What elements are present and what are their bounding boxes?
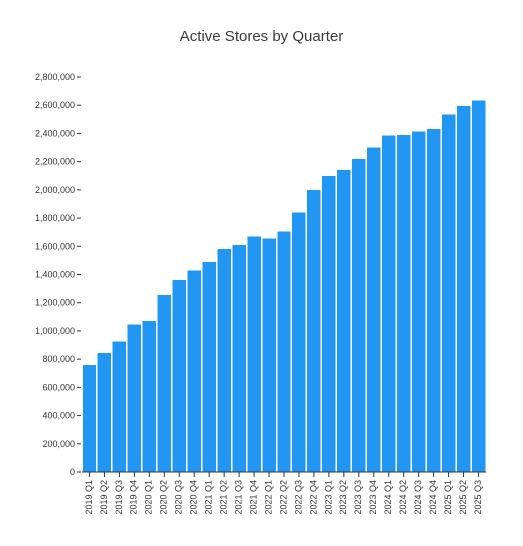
bar-2019-q4 bbox=[127, 324, 142, 472]
x-tick-label: 2019 Q3 bbox=[114, 480, 124, 515]
bar-2020-q1 bbox=[142, 321, 157, 472]
x-tick-label: 2023 Q1 bbox=[323, 480, 333, 515]
x-tick-label: 2022 Q1 bbox=[263, 480, 273, 515]
x-tick-label: 2023 Q3 bbox=[353, 480, 363, 515]
bar-2021-q1 bbox=[202, 261, 216, 472]
x-tick-label: 2021 Q3 bbox=[233, 480, 243, 515]
x-axis: 2019 Q1 2019 Q2 2019 Q3 2019 Q4 2020 Q1 2020 … bbox=[82, 471, 486, 515]
bar-2024-q4 bbox=[426, 129, 441, 473]
bar-2020-q2 bbox=[157, 294, 172, 472]
y-tick-label: 400,000 bbox=[42, 411, 75, 421]
x-tick-label: 2025 Q3 bbox=[473, 480, 483, 515]
chart-title: Active Stores by Quarter bbox=[179, 28, 344, 45]
x-tick-label: 2025 Q1 bbox=[443, 480, 453, 515]
x-tick-label: 2021 Q1 bbox=[204, 480, 214, 515]
y-tick-label: 2,200,000 bbox=[35, 157, 75, 167]
bar-2022-q2 bbox=[277, 231, 291, 472]
bar-2022-q3 bbox=[292, 212, 306, 472]
y-axis: 0 200,000 400,000 600,000 800,000 1,000,000 1,… bbox=[35, 72, 81, 477]
y-tick-label: 600,000 bbox=[42, 382, 75, 392]
x-tick-label: 2022 Q2 bbox=[278, 480, 288, 515]
bar-2023-q3 bbox=[352, 158, 366, 473]
bar-2019-q3 bbox=[112, 341, 127, 472]
bar-2025-q1 bbox=[441, 114, 456, 473]
y-tick-label: 2,400,000 bbox=[35, 128, 75, 138]
x-tick-label: 2024 Q1 bbox=[383, 480, 393, 515]
x-tick-label: 2023 Q4 bbox=[368, 480, 378, 515]
y-tick-label: 1,400,000 bbox=[35, 270, 75, 280]
bar-2022-q1 bbox=[262, 238, 276, 472]
bar-2021-q3 bbox=[232, 244, 246, 472]
bar-2023-q1 bbox=[322, 175, 336, 472]
y-tick-label: 800,000 bbox=[42, 354, 75, 364]
x-tick-label: 2020 Q2 bbox=[159, 480, 169, 515]
y-tick-label: 1,000,000 bbox=[35, 326, 75, 336]
bar-2024-q1 bbox=[382, 135, 396, 472]
bar-2025-q2 bbox=[456, 105, 471, 472]
bar-2022-q4 bbox=[307, 189, 321, 472]
bar-2019-q2 bbox=[97, 352, 112, 472]
y-tick-label: 2,000,000 bbox=[35, 185, 75, 195]
bar-2024-q3 bbox=[411, 131, 426, 472]
bar-2023-q2 bbox=[337, 170, 351, 472]
x-tick-label: 2022 Q3 bbox=[293, 480, 303, 515]
x-tick-label: 2020 Q4 bbox=[189, 480, 199, 515]
x-tick-label: 2021 Q4 bbox=[248, 480, 258, 515]
y-tick-label: 2,600,000 bbox=[35, 100, 75, 110]
x-tick-label: 2022 Q4 bbox=[308, 480, 318, 515]
x-tick-label: 2024 Q4 bbox=[428, 480, 438, 515]
bar-2019-q1 bbox=[82, 364, 97, 472]
x-tick-label: 2019 Q1 bbox=[84, 480, 94, 515]
x-tick-label: 2023 Q2 bbox=[338, 480, 348, 515]
bar-2020-q4 bbox=[187, 270, 201, 472]
x-tick-label: 2019 Q2 bbox=[99, 480, 109, 515]
bar-2025-q3 bbox=[471, 100, 486, 472]
bar-2023-q4 bbox=[367, 147, 381, 473]
x-tick-label: 2025 Q2 bbox=[458, 480, 468, 515]
bar-2024-q2 bbox=[396, 134, 411, 472]
y-tick-label: 0 bbox=[70, 467, 75, 477]
y-tick-label: 1,600,000 bbox=[35, 241, 75, 251]
y-tick-label: 1,800,000 bbox=[35, 213, 75, 223]
x-tick-label: 2024 Q3 bbox=[413, 480, 423, 515]
x-tick-label: 2020 Q1 bbox=[144, 480, 154, 515]
y-tick-label: 200,000 bbox=[42, 439, 75, 449]
bar-2021-q4 bbox=[247, 236, 261, 472]
y-tick-label: 1,200,000 bbox=[35, 298, 75, 308]
bar-2021-q2 bbox=[217, 249, 231, 472]
y-tick-label: 2,800,000 bbox=[35, 72, 75, 82]
bar-2020-q3 bbox=[172, 280, 186, 472]
x-tick-label: 2019 Q4 bbox=[129, 480, 139, 515]
x-tick-label: 2024 Q2 bbox=[398, 480, 408, 515]
x-tick-label: 2021 Q2 bbox=[219, 480, 229, 515]
bars bbox=[82, 100, 486, 473]
x-tick-label: 2020 Q3 bbox=[174, 480, 184, 515]
